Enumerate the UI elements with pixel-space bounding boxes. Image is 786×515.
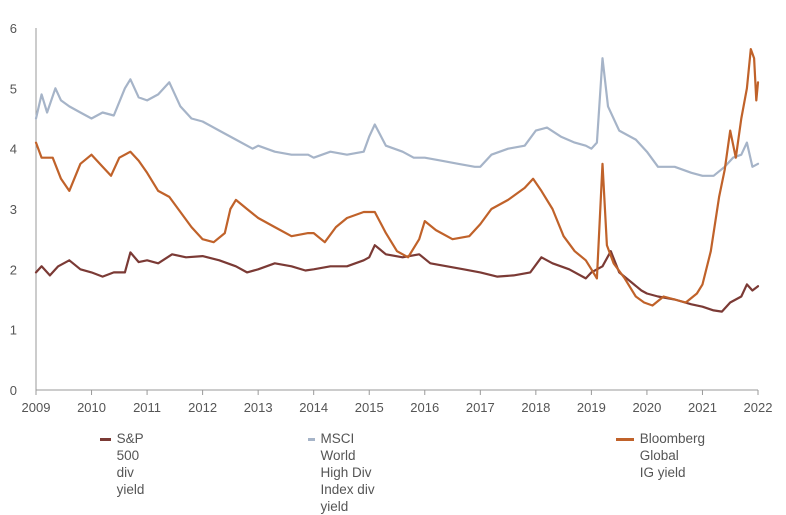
y-tick-label: 1 <box>10 323 17 338</box>
x-tick-label: 2012 <box>188 400 217 415</box>
y-tick-label: 6 <box>10 21 17 36</box>
x-axis: 2009 2010 2011 2012 2013 2014 2015 2016 2017 2018… <box>22 389 773 415</box>
line-chart: 0 1 2 3 4 5 6 2009 2010 2011 2012 2013 2014 2015 2016… <box>10 21 773 415</box>
y-tick-label: 2 <box>10 262 17 277</box>
legend-swatch-bloomberg <box>616 438 634 441</box>
x-tick-label: 2020 <box>632 400 661 415</box>
y-tick-label: 4 <box>10 142 17 157</box>
x-tick-label: 2014 <box>299 400 328 415</box>
x-tick-label: 2019 <box>577 400 606 415</box>
x-tick-label: 2022 <box>744 400 773 415</box>
x-tick-label: 2015 <box>355 400 384 415</box>
y-tick-label: 5 <box>10 81 17 96</box>
x-tick-label: 2017 <box>466 400 495 415</box>
legend-swatch-msci <box>308 438 315 441</box>
x-tick-label: 2011 <box>133 400 161 415</box>
series-line-1 <box>34 57 760 177</box>
series-line-0 <box>34 244 760 313</box>
x-tick-label: 2018 <box>521 400 550 415</box>
legend-item-bloomberg: Bloomberg Global IG yield <box>616 430 713 481</box>
y-axis: 0 1 2 3 4 5 6 <box>10 21 37 398</box>
legend-label-msci: MSCI World High Div Index div yield <box>320 431 375 514</box>
legend-label-sp500: S&P 500 div yield <box>116 431 145 497</box>
y-tick-label: 0 <box>10 383 17 398</box>
x-tick-label: 2016 <box>410 400 439 415</box>
y-tick-label: 3 <box>10 202 17 217</box>
legend-swatch-sp500 <box>100 438 111 441</box>
x-tick-label: 2021 <box>688 400 717 415</box>
legend-item-sp500: S&P 500 div yield <box>100 430 160 498</box>
legend-label-bloomberg: Bloomberg Global IG yield <box>640 430 714 481</box>
legend-item-msci: MSCI World High Div Index div yield <box>308 430 375 515</box>
legend-label-bloomberg-line2: IG yield <box>639 465 686 480</box>
x-tick-label: 2010 <box>77 400 106 415</box>
series-layer <box>34 48 760 313</box>
x-tick-label: 2009 <box>22 400 51 415</box>
legend-label-bloomberg-line1: Bloomberg Global <box>639 431 705 463</box>
series-line-2 <box>34 48 760 307</box>
x-tick-label: 2013 <box>244 400 273 415</box>
